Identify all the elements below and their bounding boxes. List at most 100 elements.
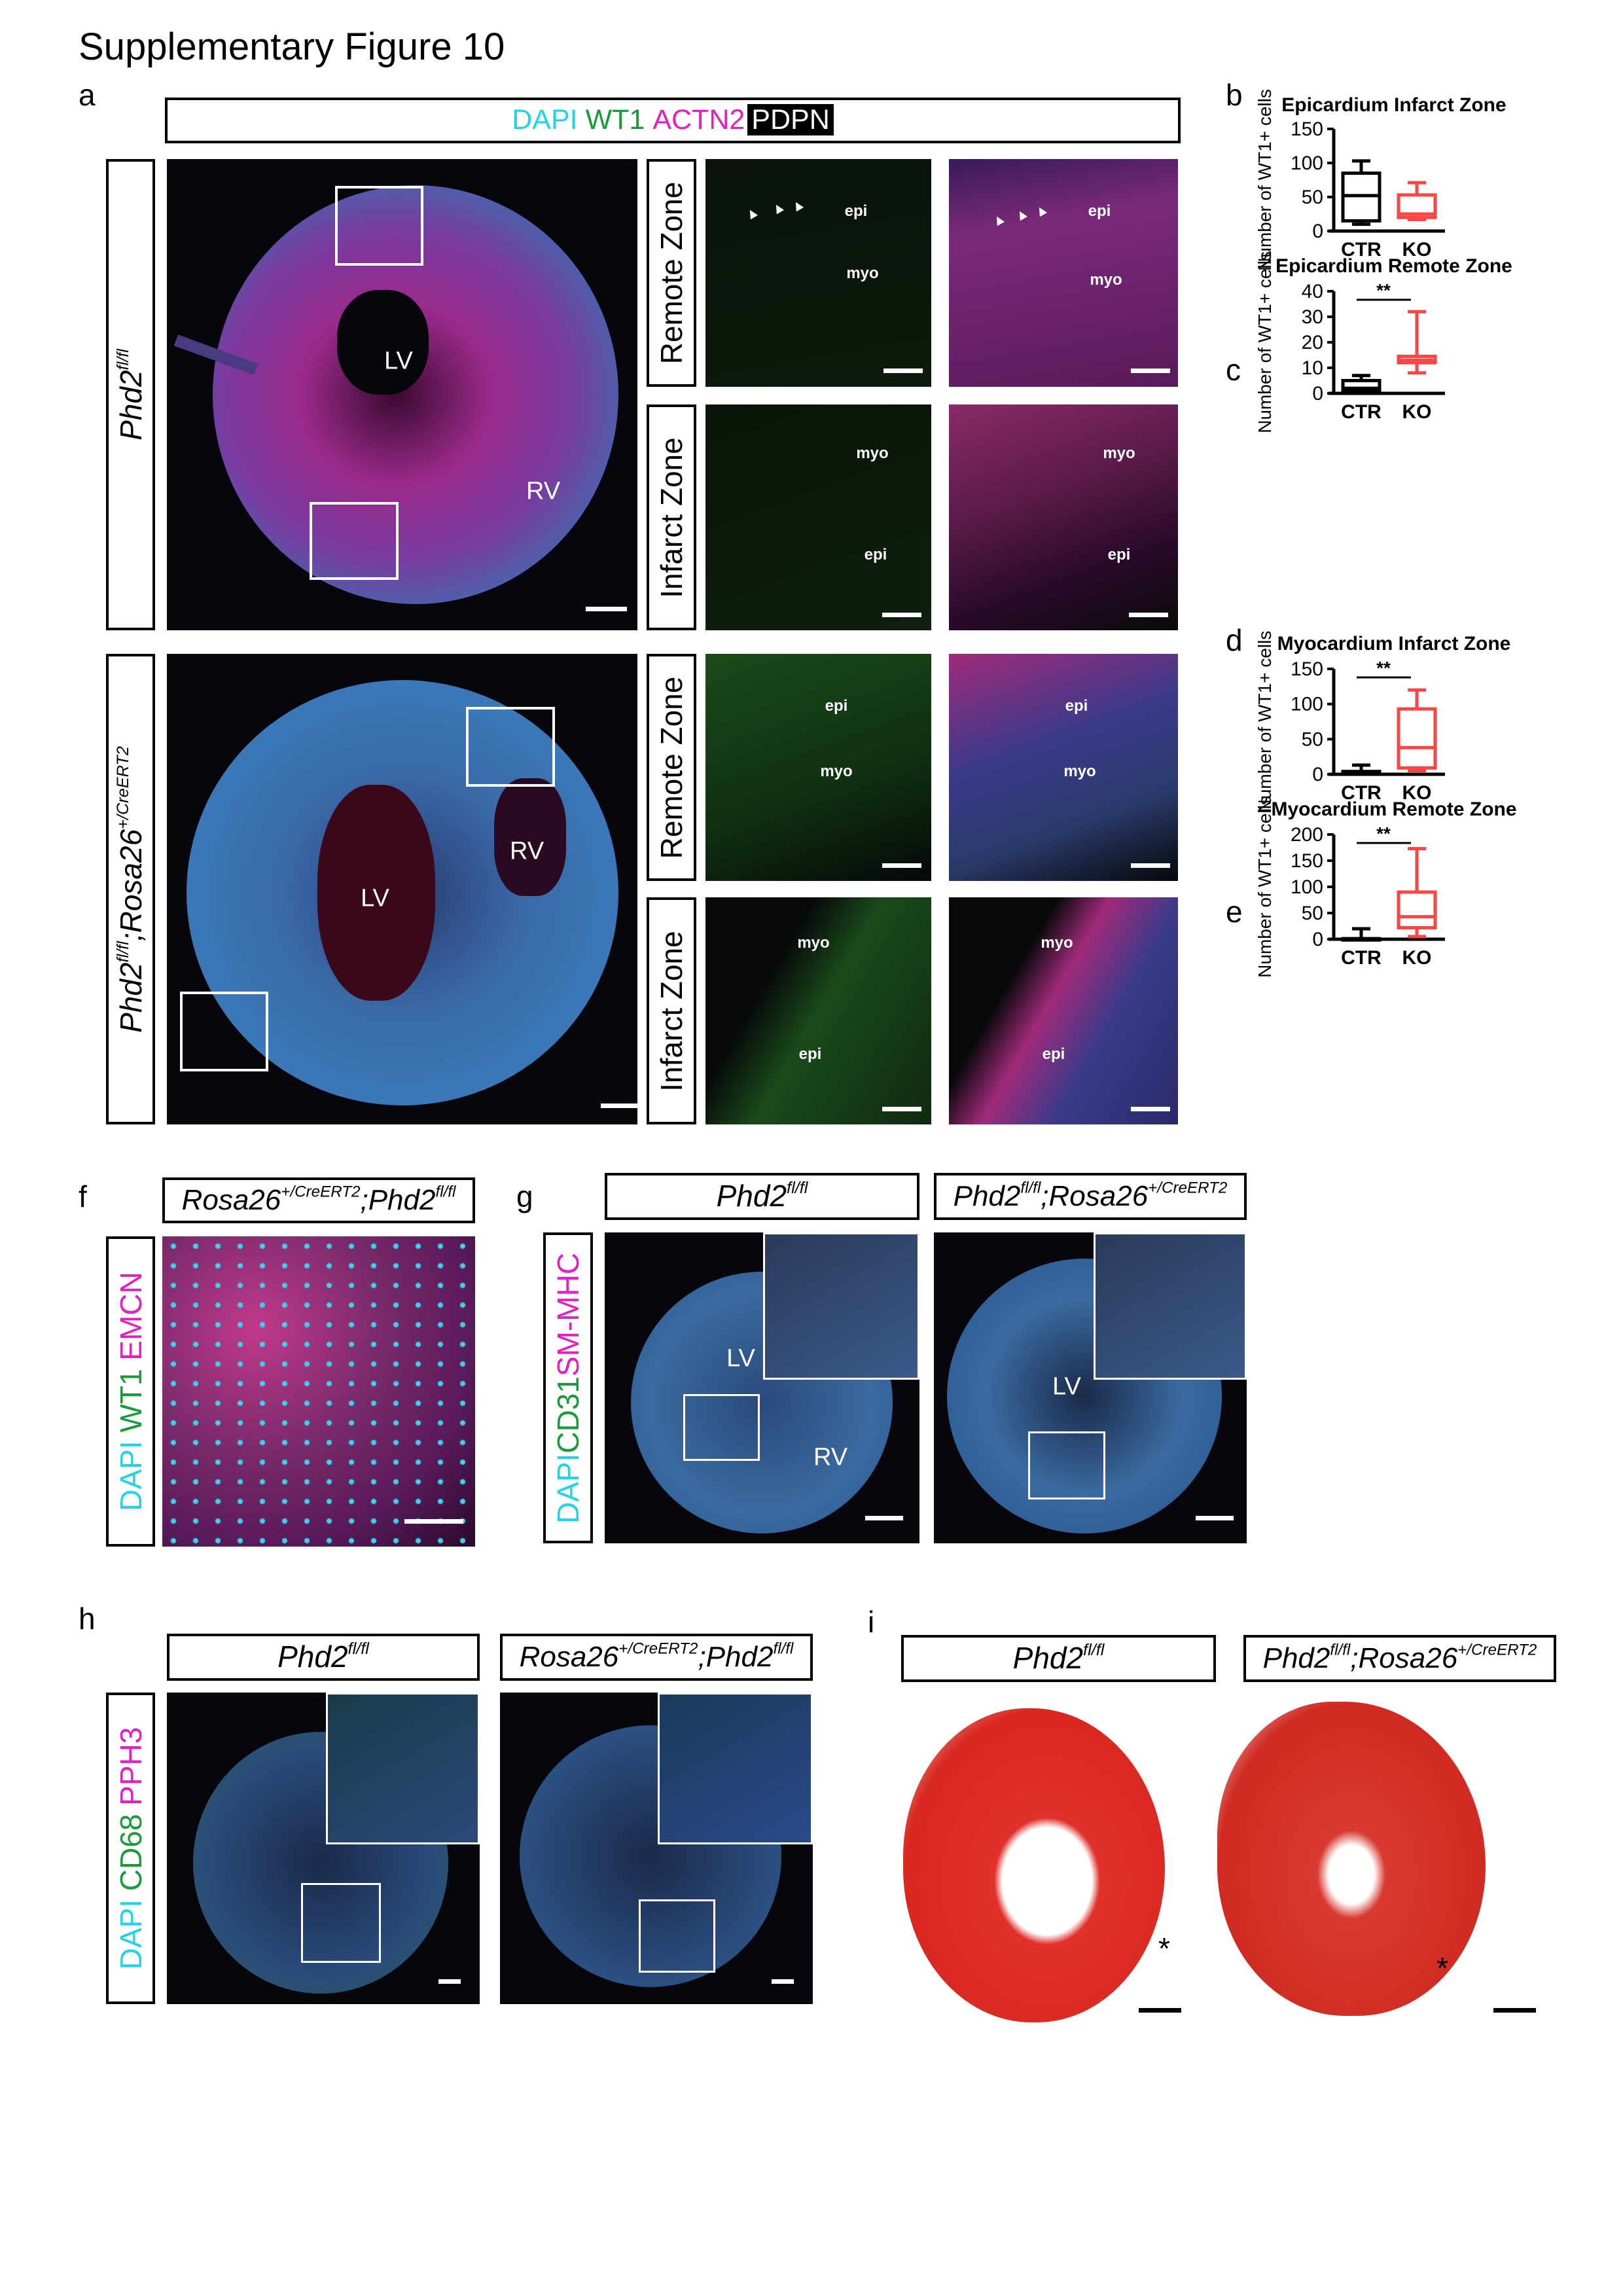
scale-bar	[1196, 1516, 1234, 1520]
chart-title: Epicardium Remote Zone	[1275, 255, 1512, 277]
genotype-sup: +/CreERT2	[281, 1183, 361, 1201]
stain-emcn: EMCN	[113, 1272, 148, 1369]
inset-zoom	[326, 1693, 480, 1844]
y-tick-label: 0	[1312, 383, 1323, 404]
y-axis-label: Number of WT1+ cells	[1255, 796, 1275, 978]
genotype-title-i-ko: Phd2fl/fl;Rosa26+/CreERT2	[1243, 1635, 1556, 1682]
scale-bar	[883, 368, 923, 373]
genotype-title-h-ko: Rosa26+/CreERT2;Phd2fl/fl	[500, 1634, 813, 1681]
panel-label-d: d	[1226, 623, 1243, 657]
zoom-infarct-wt1-control: myo epi	[705, 404, 931, 630]
epi-label: epi	[798, 1045, 822, 1063]
y-tick-label: 30	[1302, 306, 1323, 328]
y-tick-label: 100	[1291, 694, 1323, 715]
x-tick-label: CTR	[1341, 782, 1382, 804]
genotype-base: Rosa26	[519, 1640, 619, 1673]
lv-lumen	[317, 785, 435, 1001]
x-tick-label: KO	[1402, 782, 1432, 804]
genotype-base: Phd2	[716, 1179, 787, 1213]
tissue	[213, 185, 618, 604]
stain-smmhc: SM-MHC	[551, 1252, 585, 1376]
epi-label: epi	[1107, 546, 1131, 564]
heart-section-ko: LV RV	[167, 654, 637, 1124]
significance-label: **	[1376, 280, 1391, 300]
genotype-base: Phd2	[1012, 1641, 1084, 1676]
epi-label: epi	[844, 202, 868, 220]
y-tick-label: 50	[1302, 728, 1323, 750]
roi-box-remote	[466, 707, 555, 787]
zone-label-remote: Remote Zone	[647, 159, 696, 387]
genotype-label: Phd2fl/fl	[1013, 1640, 1105, 1676]
myo-label: myo	[1041, 934, 1073, 952]
inset-zoom	[763, 1232, 919, 1380]
significance-label: **	[1376, 823, 1391, 844]
zone-label-infarct: Infarct Zone	[647, 404, 696, 630]
panel-label-g: g	[516, 1179, 533, 1213]
scale-bar	[882, 863, 921, 868]
scale-bar	[1131, 1107, 1170, 1111]
genotype-title-f: Rosa26+/CreERT2;Phd2fl/fl	[162, 1177, 475, 1223]
scale-bar	[1131, 368, 1170, 373]
epi-label: epi	[1065, 697, 1088, 715]
y-tick-label: 150	[1291, 118, 1323, 140]
genotype-base: Phd2	[953, 1179, 1021, 1212]
roi-box	[683, 1394, 760, 1461]
genotype-base: ;Phd2	[360, 1183, 436, 1216]
roi-box	[639, 1899, 715, 1973]
myo-label: myo	[846, 264, 879, 282]
stain-legend-text: DAPI WT1 ACTN2 PDPN	[512, 103, 834, 137]
stain-dapi: DAPI	[551, 1453, 585, 1524]
roi-box-infarct	[310, 502, 399, 580]
scale-bar	[1131, 863, 1170, 868]
y-tick-label: 100	[1291, 876, 1323, 898]
y-axis-label: Number of WT1+ cells	[1255, 631, 1275, 813]
cd31-image-ko: LV	[934, 1232, 1247, 1543]
genotype-title-g-ko: Phd2fl/fl;Rosa26+/CreERT2	[934, 1173, 1247, 1220]
x-tick-label: KO	[1402, 947, 1432, 969]
genotype-sup: +/CreERT2	[1148, 1179, 1228, 1197]
y-tick-label: 50	[1302, 187, 1323, 208]
zoom-remote-merge-ko: epi myo	[949, 654, 1178, 881]
wt1-emcn-image	[162, 1236, 475, 1547]
chart-title: Myocardium Infarct Zone	[1277, 633, 1511, 655]
genotype-base: Rosa26	[181, 1183, 281, 1216]
trichrome-heart-ko	[1217, 1702, 1486, 2016]
legend-actn2: ACTN2	[652, 104, 745, 136]
significance-label: **	[1376, 658, 1391, 678]
scale-bar	[882, 613, 921, 617]
scale-bar	[882, 1107, 921, 1111]
cd68-image-ko	[500, 1693, 813, 2004]
y-tick-label: 0	[1312, 221, 1323, 242]
stain-label-h: DAPI CD68 PPH3	[106, 1693, 155, 2004]
roi-box-remote	[335, 186, 423, 266]
inset-zoom	[658, 1693, 813, 1844]
chart-title: Myocardium Remote Zone	[1271, 798, 1516, 820]
genotype-sup: fl/fl	[435, 1183, 456, 1201]
genotype-label: Phd2fl/fl;Rosa26+/CreERT2	[1263, 1641, 1537, 1676]
myo-label: myo	[1090, 271, 1122, 289]
myo-label: myo	[797, 934, 830, 952]
x-tick-label: KO	[1402, 401, 1432, 423]
asterisk: *	[1158, 1931, 1170, 1965]
y-tick-label: 100	[1291, 152, 1323, 174]
lv-lumen	[337, 290, 429, 395]
stain-dapi: DAPI	[113, 1899, 148, 1970]
rv-label: RV	[813, 1443, 848, 1471]
genotype-label: Rosa26+/CreERT2;Phd2fl/fl	[520, 1640, 794, 1675]
inset-zoom	[1094, 1232, 1247, 1380]
panel-label-h: h	[79, 1602, 96, 1636]
genotype-sup: fl/fl	[1330, 1641, 1351, 1659]
row-label-control: Phd2fl/fl	[106, 159, 155, 630]
zoom-infarct-wt1-ko: myo epi	[705, 897, 931, 1124]
rv-lumen	[494, 778, 566, 896]
genotype-sup: fl/fl	[1020, 1179, 1041, 1197]
lv-label: LV	[361, 884, 389, 912]
panel-label-e: e	[1226, 895, 1243, 929]
epi-label: epi	[825, 697, 848, 715]
roi-box	[1028, 1431, 1105, 1499]
panel-label-a: a	[79, 78, 96, 112]
genotype-label: Phd2fl/fl;Rosa26+/CreERT2	[954, 1179, 1228, 1214]
y-tick-label: 20	[1302, 332, 1323, 353]
cd68-image-control	[167, 1693, 480, 2004]
genotype-title-i-control: Phd2fl/fl	[901, 1635, 1216, 1682]
